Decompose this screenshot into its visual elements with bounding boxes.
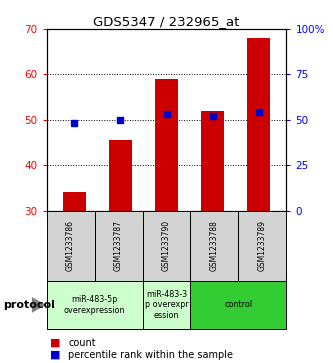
Text: count: count <box>68 338 96 348</box>
Text: control: control <box>224 301 252 309</box>
Title: GDS5347 / 232965_at: GDS5347 / 232965_at <box>93 15 240 28</box>
Text: GSM1233788: GSM1233788 <box>210 220 219 272</box>
Text: protocol: protocol <box>3 300 55 310</box>
Text: GSM1233789: GSM1233789 <box>258 220 267 272</box>
Text: percentile rank within the sample: percentile rank within the sample <box>68 350 233 360</box>
Text: miR-483-5p
overexpression: miR-483-5p overexpression <box>64 295 125 315</box>
Text: GSM1233786: GSM1233786 <box>66 220 75 272</box>
Text: GSM1233787: GSM1233787 <box>114 220 123 272</box>
Text: GSM1233790: GSM1233790 <box>162 220 171 272</box>
Text: miR-483-3
p overexpr
ession: miR-483-3 p overexpr ession <box>145 290 188 320</box>
Bar <box>247 38 270 211</box>
Text: ■: ■ <box>50 338 61 348</box>
Bar <box>201 111 224 211</box>
Polygon shape <box>32 298 44 312</box>
Bar <box>155 79 178 211</box>
Bar <box>63 192 86 211</box>
Text: ■: ■ <box>50 350 61 360</box>
Bar <box>109 140 132 211</box>
